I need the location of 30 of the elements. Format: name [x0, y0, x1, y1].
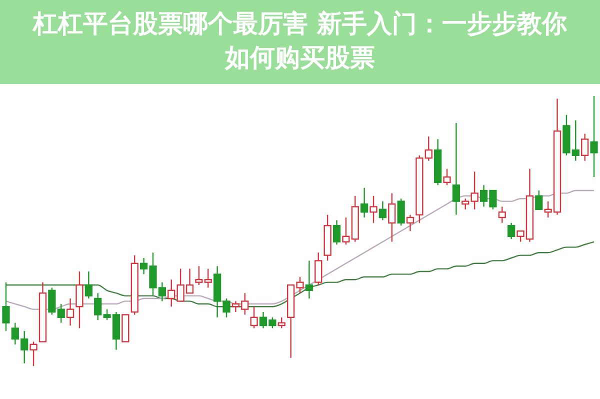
candlestick: [590, 95, 598, 178]
candlestick: [57, 303, 65, 324]
candlestick: [535, 190, 543, 210]
candlestick: [388, 192, 396, 242]
candlestick: [66, 298, 74, 326]
candlestick: [48, 287, 56, 316]
candlestick: [470, 171, 478, 210]
candlestick: [397, 198, 405, 226]
chart-title: 杠杠平台股票哪个最厉害 新手入门：一步步教你如何购买股票: [32, 9, 568, 72]
candlestick: [370, 195, 378, 224]
candlestick: [508, 222, 516, 240]
candlestick: [406, 214, 414, 232]
candlestick: [360, 187, 368, 218]
candlestick: [204, 268, 212, 288]
candlestick: [250, 306, 258, 329]
candlestick: [378, 200, 387, 221]
candlestick: [305, 260, 314, 300]
candlestick: [332, 220, 341, 246]
candlestick: [462, 198, 470, 210]
candlestick: [278, 316, 286, 329]
candlestick: [581, 133, 589, 162]
candlestick: [443, 168, 451, 186]
candlestick: [498, 206, 506, 224]
candlestick: [84, 270, 92, 300]
candlestick: [452, 122, 460, 216]
candlestick: [314, 252, 322, 286]
candlestick: [30, 341, 38, 367]
candlestick: [2, 282, 10, 332]
candlestick: [76, 270, 84, 329]
candlestick: [195, 266, 203, 286]
